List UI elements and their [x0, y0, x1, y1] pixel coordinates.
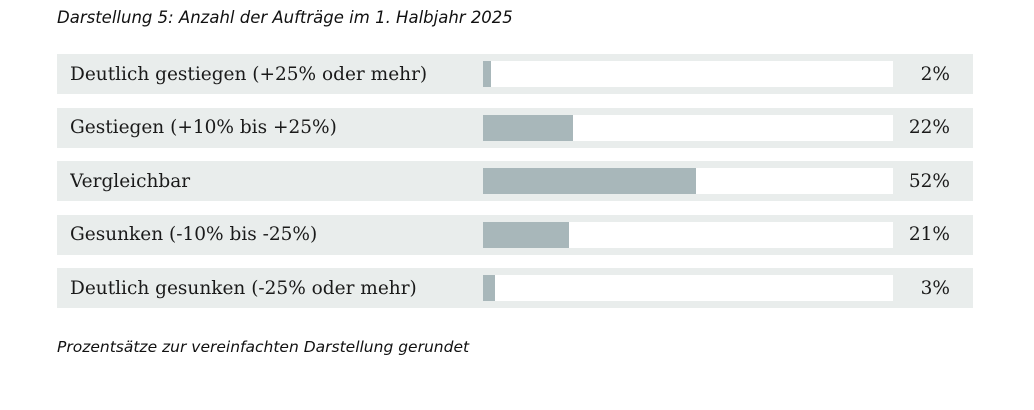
bar-category-label: Gestiegen (+10% bis +25%) [70, 117, 337, 138]
bar-track [483, 61, 893, 87]
bar-row: Gestiegen (+10% bis +25%) 22% [57, 107, 973, 148]
bar-category-label: Gesunken (-10% bis -25%) [70, 224, 318, 245]
bar-value-label: 22% [908, 117, 950, 138]
bar-fill [483, 275, 496, 301]
bar-fill [483, 114, 574, 141]
chart-footnote: Prozentsätze zur vereinfachten Darstellu… [57, 338, 470, 356]
bar-track [483, 114, 893, 141]
bar-category-label: Deutlich gestiegen (+25% oder mehr) [70, 63, 428, 85]
bar-value-label: 2% [920, 63, 950, 85]
bar-row: Gesunken (-10% bis -25%) 21% [57, 214, 973, 255]
bar-value-label: 52% [908, 170, 950, 192]
bar-fill [483, 168, 697, 194]
bar-row: Vergleichbar 52% [57, 161, 973, 201]
bar-track [483, 221, 893, 248]
bar-track [483, 275, 893, 301]
bar-chart: Deutlich gestiegen (+25% oder mehr) 2% G… [57, 54, 973, 308]
bar-value-label: 21% [908, 224, 950, 245]
bar-category-label: Deutlich gesunken (-25% oder mehr) [70, 277, 417, 299]
bar-row: Deutlich gestiegen (+25% oder mehr) 2% [57, 54, 973, 94]
bar-track [483, 168, 893, 194]
bar-fill [483, 221, 570, 248]
bar-category-label: Vergleichbar [70, 170, 191, 192]
bar-value-label: 3% [920, 277, 950, 299]
chart-title: Darstellung 5: Anzahl der Aufträge im 1.… [57, 8, 513, 27]
bar-fill [483, 61, 492, 87]
bar-row: Deutlich gesunken (-25% oder mehr) 3% [57, 268, 973, 308]
